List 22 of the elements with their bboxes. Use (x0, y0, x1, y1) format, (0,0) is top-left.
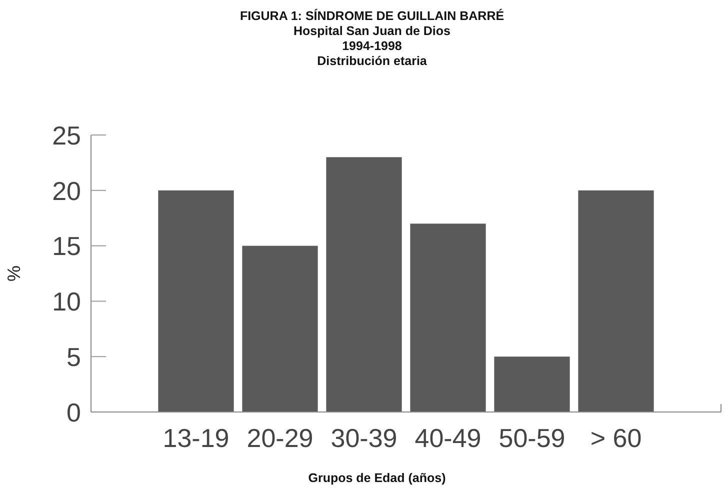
bar (494, 356, 570, 412)
bar (410, 224, 486, 412)
chart-title: FIGURA 1: SÍNDROME DE GUILLAIN BARRÉ (240, 8, 504, 23)
x-axis-title: Grupos de Edad (años) (308, 471, 446, 485)
y-tick-label: 5 (66, 342, 81, 372)
y-axis-title: % (4, 265, 24, 282)
x-tick-label: 30-39 (330, 423, 398, 453)
x-tick-label: 40-49 (414, 423, 482, 453)
y-tick-label: 0 (66, 397, 81, 428)
y-tick-label: 25 (52, 120, 81, 150)
bar (158, 190, 234, 412)
y-tick-label: 20 (52, 176, 81, 206)
x-tick-label: 50-59 (498, 423, 566, 453)
bar (242, 246, 318, 412)
chart-subtitle: Hospital San Juan de Dios 1994-1998 Distribución etaria (294, 24, 451, 68)
x-tick-label: 20-29 (246, 423, 314, 453)
bar (578, 190, 654, 412)
y-tick-label: 15 (52, 231, 81, 262)
bar (326, 157, 402, 412)
x-tick-label: > 60 (590, 423, 642, 453)
x-tick-label: 13-19 (162, 423, 230, 453)
y-tick-label: 10 (52, 286, 81, 317)
